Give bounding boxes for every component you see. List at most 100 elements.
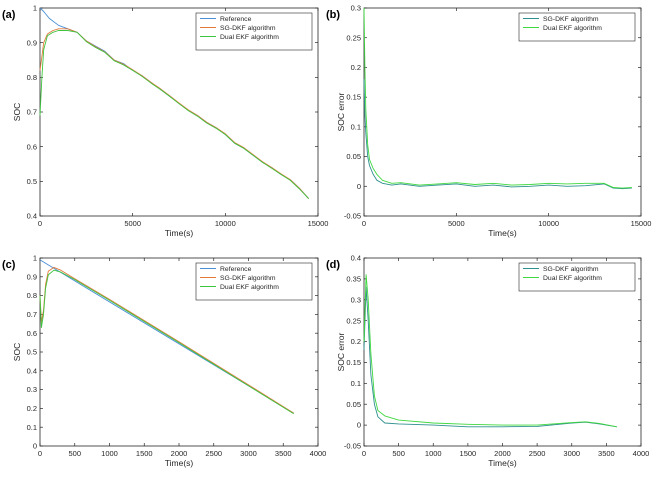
x-tick-label: 4000: [633, 449, 650, 458]
x-axis-label: Time(s): [488, 458, 517, 468]
y-tick-label: 0.5: [27, 348, 37, 357]
x-axis-label: Time(s): [488, 228, 517, 238]
chart-b: 0 5000 10000 15000-0.0500.050.10.150.20.250…: [326, 4, 651, 238]
y-tick-label: 0.25: [346, 33, 361, 42]
legend-entry: Dual EKF algorithm: [220, 34, 279, 41]
y-tick-label: 0.05: [346, 400, 361, 409]
legend-entry: SG-DKF algorithm: [543, 16, 599, 23]
x-tick-label: 5000: [124, 219, 141, 228]
legend: SG-DKF algorithm Dual EKF algorithm: [518, 12, 636, 42]
y-tick-label: 0.4: [27, 212, 37, 221]
x-axis-label: Time(s): [165, 228, 194, 238]
y-tick-label: 0.3: [351, 4, 361, 13]
x-tick-label: 3000: [563, 449, 580, 458]
y-tick-label: 0.9: [27, 272, 37, 281]
x-tick-label: 15000: [631, 219, 652, 228]
y-tick-label: 0.7: [27, 310, 37, 319]
x-tick-label: 5000: [448, 219, 465, 228]
y-tick-label: 0.1: [27, 423, 37, 432]
x-axis-label: Time(s): [165, 458, 194, 468]
y-tick-label: 0.25: [346, 316, 361, 325]
y-axis-label: SOC error: [336, 92, 346, 131]
y-tick-label: 0.3: [351, 295, 361, 304]
y-tick-label: 0.9: [27, 38, 37, 47]
y-tick-label: 0.05: [346, 152, 361, 161]
legend-entry: Reference: [220, 16, 252, 23]
y-tick-label: 0.4: [351, 254, 361, 263]
x-tick-label: 10000: [215, 219, 236, 228]
y-tick-label: 0: [357, 182, 361, 191]
legend-entry: SG-DKF algorithm: [220, 275, 276, 282]
series-line-3: [39, 269, 294, 415]
y-tick-label: 0.5: [27, 177, 37, 186]
x-tick-label: 0: [38, 219, 42, 228]
y-tick-label: 0: [357, 421, 361, 430]
y-tick-label: -0.05: [344, 442, 361, 451]
y-tick-label: -0.05: [344, 212, 361, 221]
chart-d: 0 500 1000 1500 2000 2500 3000 3500 4000-0.0500.…: [326, 254, 649, 468]
y-tick-label: 0.1: [351, 379, 361, 388]
y-tick-label: 0.4: [27, 366, 37, 375]
y-axis-label: SOC: [12, 103, 22, 121]
x-tick-label: 1000: [425, 449, 442, 458]
series-line-1: [363, 79, 632, 190]
series-line-3: [39, 30, 310, 200]
series-line-2: [39, 266, 294, 414]
x-tick-label: 2000: [171, 449, 188, 458]
series-line-2: [363, 7, 632, 189]
legend: Reference SG-DKF algorithm Dual EKF algori…: [195, 262, 313, 301]
x-tick-label: 3500: [598, 449, 615, 458]
x-tick-label: 2500: [205, 449, 222, 458]
legend: SG-DKF algorithm Dual EKF algorithm: [518, 262, 636, 292]
legend-entry: Dual EKF algorithm: [543, 275, 602, 282]
y-axis-label: SOC: [12, 343, 22, 361]
y-tick-label: 0.15: [346, 358, 361, 367]
y-tick-label: 0.2: [351, 337, 361, 346]
y-tick-label: 0.35: [346, 274, 361, 283]
y-tick-label: 1: [33, 4, 37, 13]
x-tick-label: 1500: [460, 449, 477, 458]
x-tick-label: 0: [362, 449, 366, 458]
y-axis-label: SOC error: [336, 332, 346, 371]
legend-box: [518, 12, 636, 42]
plot-area: [363, 7, 642, 217]
y-tick-label: 0.6: [27, 329, 37, 338]
legend-entry: SG-DKF algorithm: [220, 25, 276, 32]
x-tick-label: 1000: [101, 449, 118, 458]
x-tick-label: 2500: [529, 449, 546, 458]
y-tick-label: 0.15: [346, 93, 361, 102]
legend-entry: Reference: [220, 266, 252, 273]
x-tick-label: 500: [392, 449, 405, 458]
x-tick-label: 500: [68, 449, 81, 458]
x-tick-label: 1500: [136, 449, 153, 458]
legend-entry: Dual EKF algorithm: [543, 25, 602, 32]
panel-label: (b): [326, 9, 340, 21]
y-tick-label: 0.8: [27, 291, 37, 300]
panel-label: (d): [326, 259, 340, 271]
y-tick-label: 0.1: [351, 122, 361, 131]
y-tick-label: 0: [33, 442, 37, 451]
x-tick-label: 3500: [275, 449, 292, 458]
y-tick-label: 1: [33, 254, 37, 263]
legend: Reference SG-DKF algorithm Dual EKF algori…: [195, 12, 313, 51]
y-tick-label: 0.8: [27, 73, 37, 82]
legend-entry: SG-DKF algorithm: [543, 266, 599, 273]
x-tick-label: 15000: [308, 219, 329, 228]
x-tick-label: 10000: [538, 219, 559, 228]
x-tick-label: 0: [38, 449, 42, 458]
x-tick-label: 2000: [494, 449, 511, 458]
y-tick-label: 0.2: [27, 404, 37, 413]
x-tick-label: 0: [362, 219, 366, 228]
y-tick-label: 0.3: [27, 385, 37, 394]
y-tick-label: 0.2: [351, 63, 361, 72]
series-line-2: [363, 274, 617, 428]
panel-label: (a): [2, 9, 16, 21]
legend-entry: Dual EKF algorithm: [220, 284, 279, 291]
y-tick-label: 0.7: [27, 108, 37, 117]
x-tick-label: 4000: [310, 449, 327, 458]
legend-box: [195, 262, 313, 301]
x-tick-label: 3000: [240, 449, 257, 458]
series-line-2: [39, 28, 310, 199]
